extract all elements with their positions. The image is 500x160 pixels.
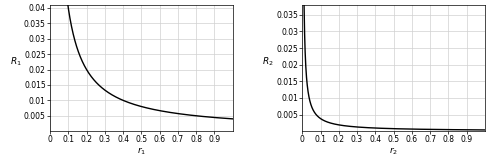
X-axis label: $r_1$: $r_1$ [137,146,146,157]
Y-axis label: $R_2$: $R_2$ [262,56,274,68]
Y-axis label: $R_1$: $R_1$ [10,56,22,68]
X-axis label: $r_2$: $r_2$ [389,146,398,157]
